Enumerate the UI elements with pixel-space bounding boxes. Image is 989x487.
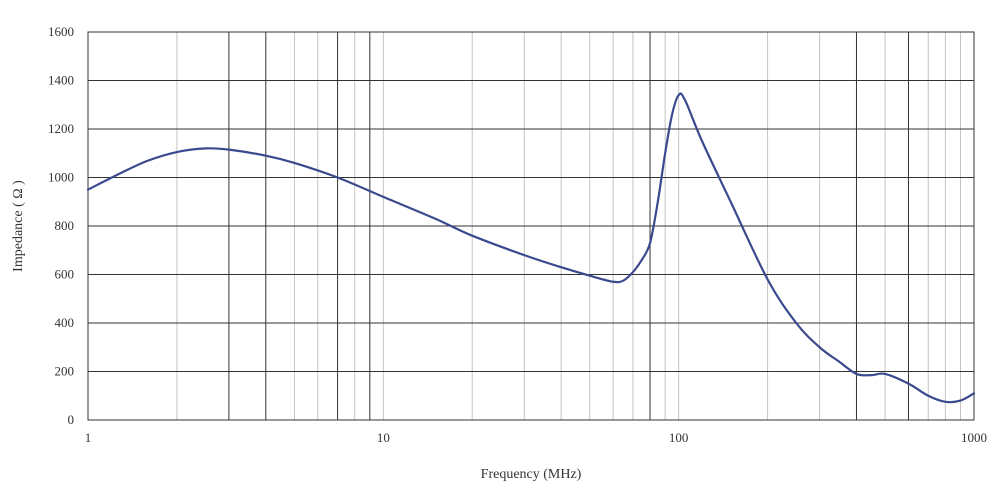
y-tick-label: 800	[55, 218, 75, 233]
y-tick-label: 400	[55, 315, 75, 330]
plot-frame	[87, 31, 975, 421]
major-grid	[88, 32, 974, 420]
y-tick-label: 1200	[48, 121, 74, 136]
x-axis-label: Frequency (MHz)	[481, 467, 582, 482]
x-tick-label: 1	[85, 430, 92, 445]
y-axis-label: Impedance ( Ω )	[11, 180, 26, 272]
y-tick-label: 1400	[48, 73, 74, 88]
y-tick-label: 600	[55, 267, 75, 282]
y-tick-label: 1000	[48, 170, 74, 185]
x-tick-labels: 1 10 100 1000	[85, 430, 987, 445]
y-tick-label: 200	[55, 364, 75, 379]
y-tick-label: 1600	[48, 24, 74, 39]
y-tick-labels: 0 200 400 600 800 1000 1200 1400 1600	[48, 24, 74, 427]
x-tick-label: 1000	[961, 430, 987, 445]
impedance-curve	[86, 92, 976, 404]
x-tick-label: 10	[377, 430, 390, 445]
y-tick-label: 0	[68, 412, 75, 427]
x-tick-label: 100	[669, 430, 689, 445]
